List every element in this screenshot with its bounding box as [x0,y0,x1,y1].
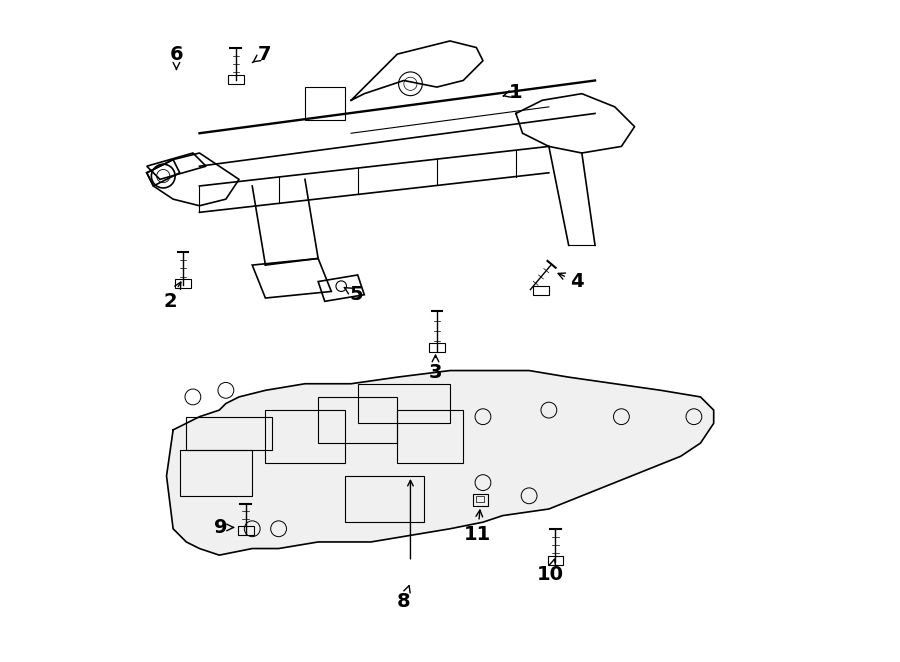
Bar [476,496,484,502]
Text: 8: 8 [397,585,410,611]
Text: 2: 2 [163,282,181,311]
Text: 5: 5 [344,285,364,305]
Text: 1: 1 [503,83,523,102]
Text: 4: 4 [558,272,583,291]
Bar [176,279,191,288]
Text: 6: 6 [169,44,184,70]
Text: 7: 7 [252,44,271,64]
Text: 11: 11 [464,510,491,544]
Bar [429,343,445,352]
Polygon shape [166,371,714,555]
Bar [228,75,244,84]
Text: 9: 9 [214,518,234,537]
Bar [533,285,549,295]
Bar [238,526,254,536]
Bar [547,556,563,565]
Text: 10: 10 [536,559,563,585]
Text: 3: 3 [428,355,442,382]
Bar [473,494,488,506]
Bar [305,87,345,120]
